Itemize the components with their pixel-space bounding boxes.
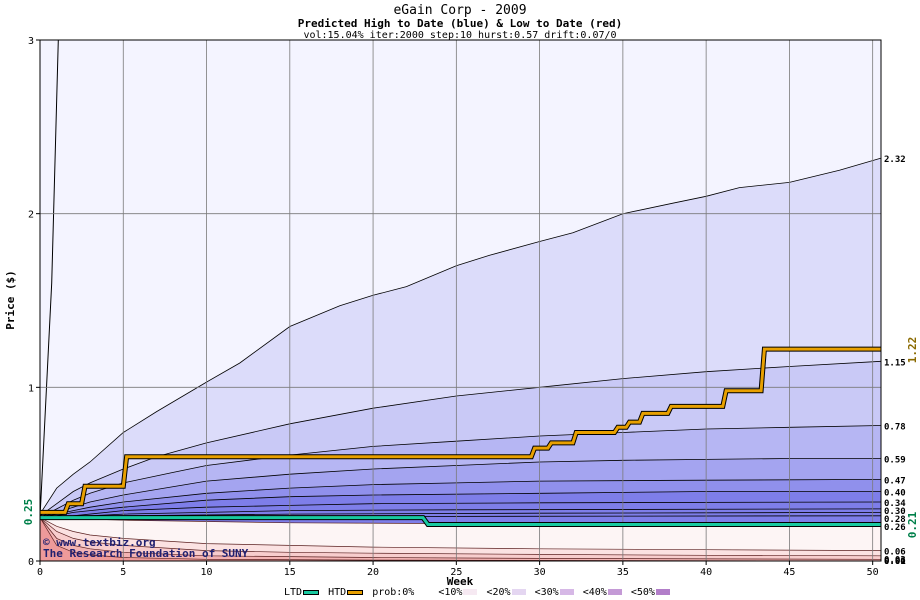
legend-swatch-ltd <box>303 589 320 595</box>
legend-item-htd: HTD <box>328 587 365 598</box>
htd-ltd-paths <box>40 346 881 527</box>
chart-title: eGain Corp - 2009 <box>393 3 527 18</box>
right-label-0: 2.32 <box>884 155 906 165</box>
watermark-line-1: © www.textbiz.org <box>43 536 156 549</box>
legend-label-lt50: <50% <box>630 587 655 598</box>
y-tick-label-2: 2 <box>28 210 34 221</box>
quantile-line-upper-3 <box>39 458 881 518</box>
legend-item-lt20: <20% <box>487 587 528 598</box>
htd-end-label: 1.22 <box>906 337 919 364</box>
steep-max-line <box>39 39 59 518</box>
x-tick-label-35: 35 <box>617 567 629 578</box>
right-label-4: 0.47 <box>884 476 906 486</box>
legend-swatch-lt10 <box>463 589 478 595</box>
legend-item-lt50: <50% <box>631 587 672 598</box>
right-label-6: 0.34 <box>884 499 906 509</box>
legend-item-lt30: <30% <box>535 587 576 598</box>
quantile-line-lower-4 <box>39 517 882 562</box>
chart-subtitle: Predicted High to Date (blue) & Low to D… <box>297 17 623 30</box>
y-tick-label-1: 1 <box>28 383 34 394</box>
right-label-5: 0.40 <box>884 489 906 499</box>
x-tick-label-50: 50 <box>867 567 879 578</box>
legend-label-htd: HTD <box>328 587 347 598</box>
legend-swatch-lt50 <box>655 589 670 595</box>
x-tick-label-15: 15 <box>284 567 296 578</box>
x-tick-label-45: 45 <box>783 567 795 578</box>
right-label-3: 0.59 <box>884 456 906 466</box>
legend-swatch-lt40 <box>607 589 622 595</box>
x-tick-label-0: 0 <box>37 567 43 578</box>
legend-label-prob-0: prob:0% <box>372 587 415 598</box>
axes: 0 5 10 15 20 25 30 35 40 45 50 0 1 2 3 <box>28 36 882 578</box>
right-label-9: 0.26 <box>884 523 906 533</box>
htd-line <box>40 347 881 514</box>
right-label-12: 0.01 <box>884 557 906 567</box>
start-price-label: 0.25 <box>22 499 35 526</box>
band-lower-3 <box>40 517 881 561</box>
right-label-2: 0.78 <box>884 423 906 433</box>
legend-swatch-htd <box>347 589 364 595</box>
ltd-end-label: 0.21 <box>906 511 919 538</box>
x-tick-label-10: 10 <box>201 567 213 578</box>
legend-label-lt10: <10% <box>438 587 463 598</box>
legend-swatch-prob-0 <box>415 589 430 595</box>
x-axis-label: Week <box>447 575 474 588</box>
legend-item-lt10: <10% <box>438 587 479 598</box>
x-tick-label-5: 5 <box>120 567 126 578</box>
quantile-line-upper-6 <box>39 501 882 518</box>
plot-frame <box>39 39 882 562</box>
band-lower-1 <box>40 517 881 561</box>
legend-item-lt40: <40% <box>583 587 624 598</box>
legend-item-prob-0: prob:0% <box>372 587 431 598</box>
right-label-7: 0.30 <box>884 507 906 517</box>
right-label-1: 1.15 <box>884 358 906 368</box>
chart-titles: eGain Corp - 2009 Predicted High to Date… <box>0 3 920 41</box>
y-tick-label-3: 3 <box>28 36 34 47</box>
legend-item-ltd: LTD <box>284 587 321 598</box>
legend-label-lt30: <30% <box>534 587 559 598</box>
x-tick-label-20: 20 <box>367 567 379 578</box>
x-tick-label-25: 25 <box>450 567 462 578</box>
legend-swatch-lt20 <box>511 589 526 595</box>
ltd-line <box>40 516 881 526</box>
x-tick-label-30: 30 <box>534 567 546 578</box>
y-tick-label-0: 0 <box>28 557 34 568</box>
right-value-labels: 2.32 1.15 0.78 0.59 0.47 0.400.340.300.280.26… <box>884 155 906 567</box>
right-label-13: 0.00 <box>884 557 906 567</box>
quantile-bands <box>40 158 881 561</box>
right-label-8: 0.28 <box>884 515 906 525</box>
watermark-line-2: The Research Foundation of SUNY <box>43 547 249 560</box>
legend-label-ltd: LTD <box>284 587 303 598</box>
legend: LTD HTD prob:0% <10% <20% <30% <40% <50% <box>284 587 673 598</box>
right-label-10: 0.06 <box>884 548 906 558</box>
x-tick-label-40: 40 <box>700 567 712 578</box>
quantile-line-upper-0 <box>39 157 882 515</box>
legend-label-lt40: <40% <box>582 587 607 598</box>
chart-params: vol:15.04% iter:2000 step:10 hurst:0.57 … <box>303 30 617 41</box>
y-axis-label: Price ($) <box>4 270 17 330</box>
legend-swatch-lt30 <box>559 589 574 595</box>
quantile-line-upper-4 <box>39 478 882 518</box>
right-label-11: 0.03 <box>884 556 906 566</box>
legend-label-lt20: <20% <box>486 587 511 598</box>
